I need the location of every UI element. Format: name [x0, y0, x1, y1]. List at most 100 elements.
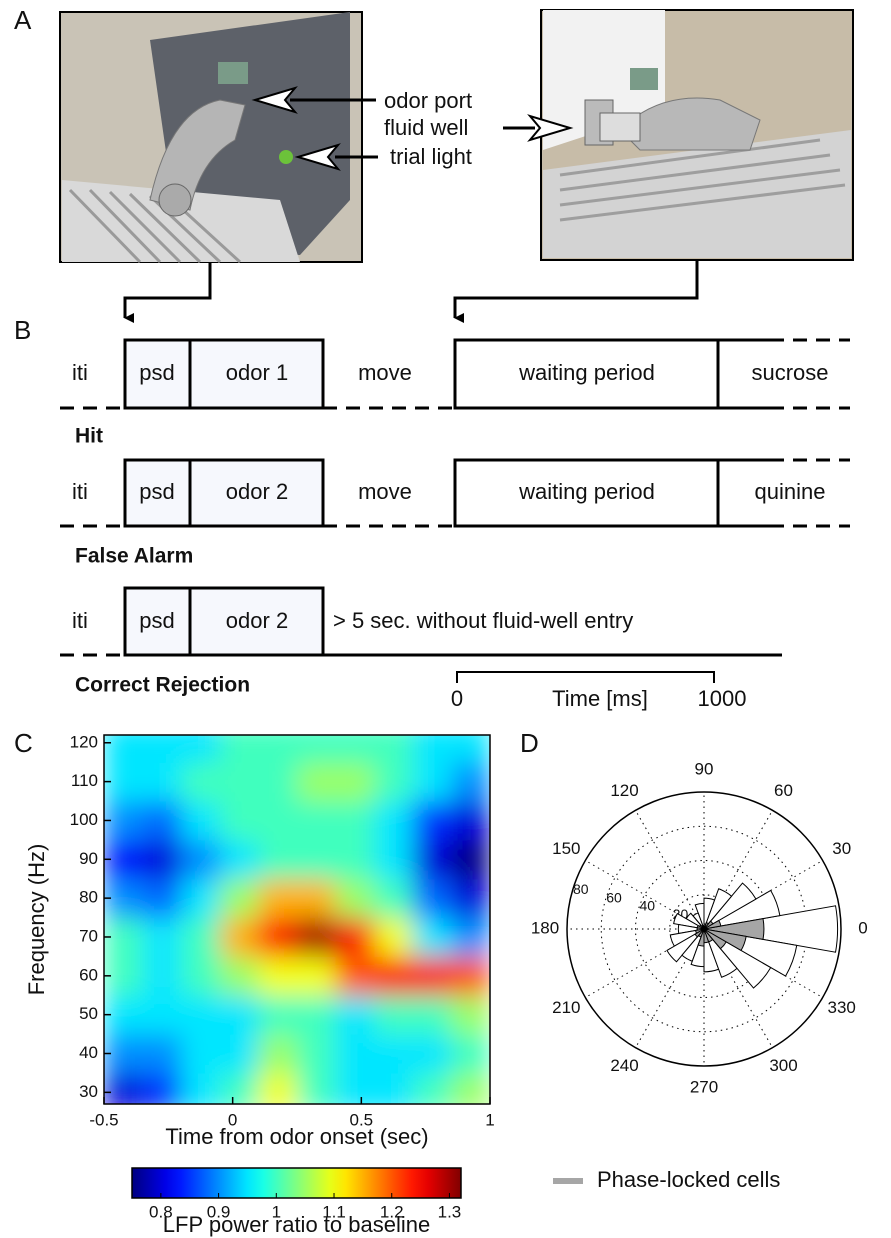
- heatmap-cell: [258, 801, 298, 841]
- heatmap-cell: [181, 762, 221, 802]
- r-tick-label: 60: [606, 889, 622, 905]
- theta-tick-label: 330: [828, 998, 856, 1017]
- theta-tick-label: 240: [610, 1056, 638, 1075]
- heatmap-cell: [451, 762, 490, 802]
- theta-tick-label: 300: [769, 1056, 797, 1075]
- heatmap-cell: [181, 956, 221, 996]
- heatmap-cell: [297, 762, 337, 802]
- heatmap-cell: [258, 878, 298, 919]
- heatmap-cell: [412, 801, 452, 841]
- heatmap-cell: [142, 995, 182, 1035]
- heatmap-cell: [335, 995, 375, 1035]
- heatmap-cell: [335, 878, 375, 919]
- heatmap-cell: [297, 917, 337, 957]
- heatmap-cell: [451, 956, 490, 996]
- outcome-label: Correct Rejection: [75, 674, 250, 697]
- scale-start: 0: [451, 686, 463, 711]
- heatmap-cell: [297, 839, 337, 880]
- segment-label: iti: [72, 479, 88, 504]
- rose-petal: [703, 897, 716, 930]
- heatmap-cell: [297, 1072, 337, 1104]
- heatmap-cell: [451, 1072, 490, 1104]
- heatmap-cell: [142, 839, 182, 880]
- heatmap-cell: [142, 762, 182, 802]
- heatmap-cell: [412, 1072, 452, 1104]
- heatmap-cell: [181, 1034, 221, 1074]
- rose-petal: [703, 928, 747, 952]
- heatmap-cell: [412, 917, 452, 957]
- heatmap-cell: [258, 1034, 298, 1074]
- colorbar-tick-label: 1: [272, 1202, 281, 1221]
- heatmap-cell: [219, 735, 259, 763]
- heatmap-cell: [412, 956, 452, 996]
- heatmap-cell: [412, 735, 452, 763]
- heatmap-cell: [142, 1072, 182, 1104]
- rose-petal: [697, 928, 705, 947]
- rose-petal: [703, 905, 838, 953]
- heatmap-cell: [374, 878, 414, 919]
- heatmap-cell: [219, 917, 259, 957]
- heatmap-cell: [297, 995, 337, 1035]
- segment-label: > 5 sec. without fluid-well entry: [333, 608, 633, 633]
- r-tick-label: 80: [573, 881, 589, 897]
- y-tick-label: 120: [70, 732, 98, 751]
- heatmap-cell: [258, 995, 298, 1035]
- segment-label: psd: [139, 360, 174, 385]
- segment-label: psd: [139, 608, 174, 633]
- outcome-label: False Alarm: [75, 545, 193, 568]
- heatmap-cell: [412, 1034, 452, 1074]
- callout-label: trial light: [390, 144, 472, 169]
- heatmap-cell: [335, 956, 375, 996]
- heatmap-cell: [412, 995, 452, 1035]
- y-tick-label: 40: [79, 1043, 98, 1062]
- colorbar: [131, 1167, 462, 1199]
- theta-tick-label: 60: [774, 781, 793, 800]
- r-tick-label: 40: [639, 898, 655, 914]
- heatmap-cell: [258, 956, 298, 996]
- heatmap-cell: [142, 917, 182, 957]
- heatmap-cell: [142, 735, 182, 763]
- scale-label: Time [ms]: [552, 686, 648, 711]
- heatmap-cell: [219, 956, 259, 996]
- heatmap-cell: [451, 878, 490, 919]
- heatmap-cell: [374, 956, 414, 996]
- segment-label: sucrose: [751, 360, 828, 385]
- heatmap-cell: [335, 735, 375, 763]
- theta-tick-label: 180: [531, 918, 559, 937]
- y-tick-label: 50: [79, 1004, 98, 1023]
- heatmap-cell: [181, 735, 221, 763]
- heatmap-cell: [297, 878, 337, 919]
- segment-label: odor 1: [226, 360, 288, 385]
- rose-petal: [666, 928, 705, 963]
- heatmap-cell: [142, 1034, 182, 1074]
- legend-label: Phase-locked cells: [597, 1167, 780, 1192]
- y-tick-label: 100: [70, 810, 98, 829]
- heatmap-cell: [258, 735, 298, 763]
- heatmap-cell: [412, 839, 452, 880]
- rose-petal: [703, 882, 757, 930]
- scale-end: 1000: [698, 686, 747, 711]
- heatmap-cell: [451, 801, 490, 841]
- heatmap-cell: [374, 917, 414, 957]
- callout-arrows: [251, 86, 574, 171]
- heatmap-cell: [142, 801, 182, 841]
- heatmap-cell: [258, 839, 298, 880]
- theta-tick-label: 30: [832, 839, 851, 858]
- segment-label: psd: [139, 479, 174, 504]
- heatmap-cell: [451, 917, 490, 957]
- y-tick-label: 90: [79, 849, 98, 868]
- segment-label: move: [358, 360, 412, 385]
- segment-label: odor 2: [226, 608, 288, 633]
- segment-label: waiting period: [518, 360, 655, 385]
- y-tick-label: 80: [79, 888, 98, 907]
- colorbar-tick-label: 1.1: [322, 1202, 346, 1221]
- heatmap-clip: [104, 735, 490, 1104]
- heatmap-cell: [374, 762, 414, 802]
- heatmap-cell: [297, 801, 337, 841]
- heatmap-cell: [219, 801, 259, 841]
- heatmap-cell: [451, 839, 490, 880]
- rig-image-left: [59, 11, 363, 264]
- outer-circle: [566, 791, 842, 1067]
